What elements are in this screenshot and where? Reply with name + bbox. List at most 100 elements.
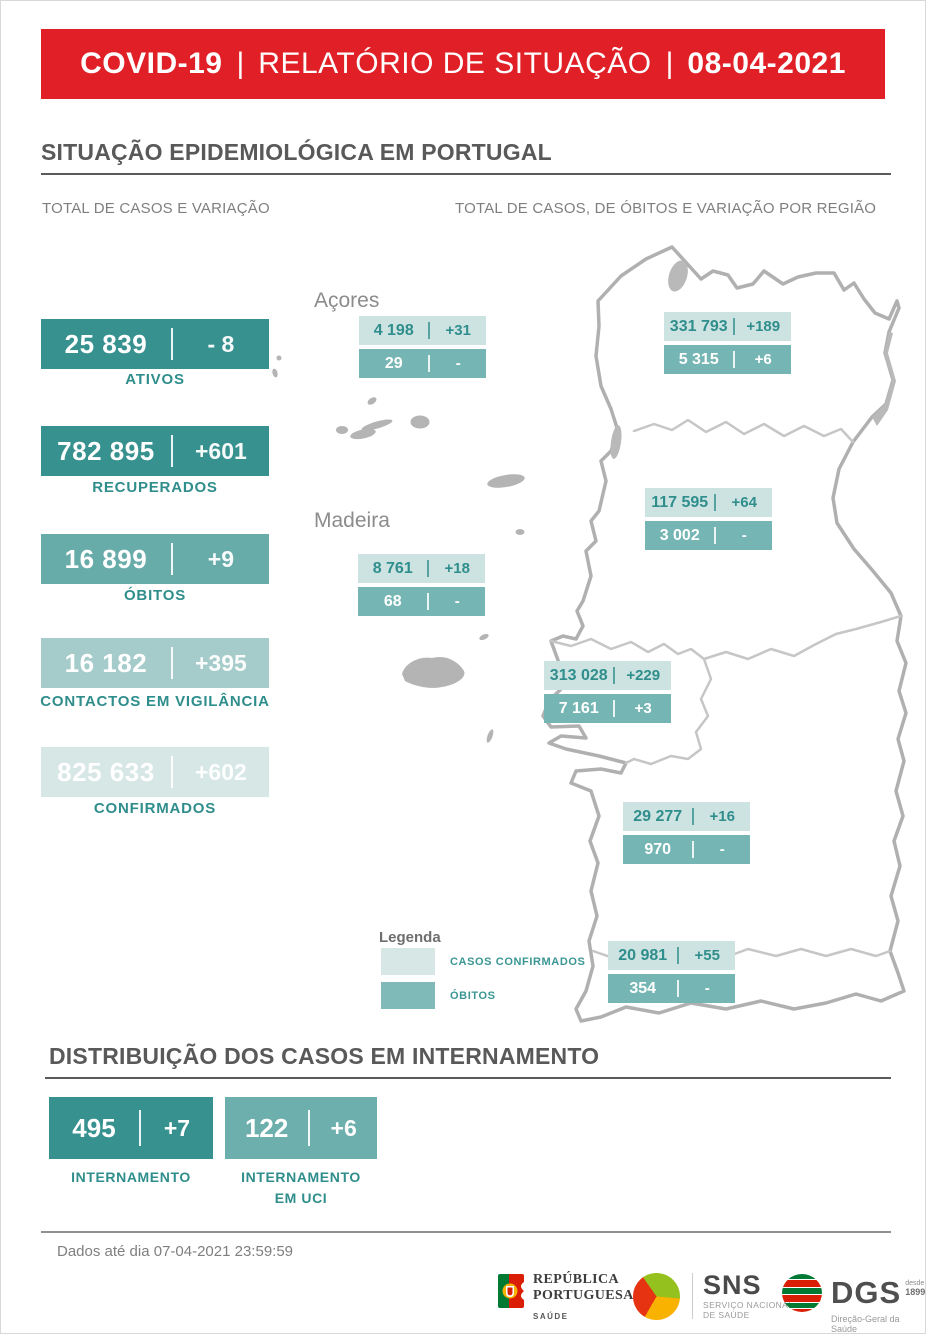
region-cases: 8 761 [372, 559, 413, 577]
sns-wordmark: SNS [703, 1270, 762, 1300]
banner-brand: COVID-19 [80, 47, 223, 80]
stat-delta: +395 [195, 649, 247, 676]
region-cases: 117 595 [651, 493, 709, 511]
divider [170, 328, 173, 360]
divider [428, 355, 431, 372]
stat-delta: +9 [207, 545, 235, 572]
divider [714, 494, 717, 511]
stat-label-obitos: ÓBITOS [123, 587, 187, 604]
region-box-algarve: 20 981 +55 354 - [608, 941, 735, 1007]
stat-delta: - 8 [207, 330, 235, 357]
region-deaths-row: 7 161 +3 [544, 694, 671, 723]
region-cases-delta: +189 [746, 318, 781, 335]
stat-delta: +601 [195, 437, 247, 464]
island-terceira [410, 415, 430, 429]
divider [308, 1110, 311, 1146]
stat-label-confirmados: CONFIRMADOS [93, 800, 217, 817]
region-cases-row: 20 981 +55 [608, 941, 735, 970]
hospital-label-uci: INTERNAMENTO EM UCI [225, 1167, 377, 1209]
region-box-madeira: 8 761 +18 68 - [358, 554, 485, 620]
region-box-acores: 4 198 +31 29 - [359, 316, 486, 382]
region-deaths: 7 161 [558, 699, 599, 717]
region-deaths: 3 002 [659, 526, 700, 544]
divider [170, 543, 173, 575]
region-cases-row: 29 277 +16 [623, 802, 750, 831]
stat-value: 16 182 [64, 647, 148, 678]
island-sao-miguel [487, 474, 525, 488]
coastal-lagoon-shape [610, 425, 622, 459]
divider [692, 808, 695, 825]
stat-value: 782 895 [57, 435, 155, 466]
republica-line1: REPÚBLICA [533, 1272, 620, 1287]
region-deaths-delta: +3 [634, 700, 652, 717]
hospital-label-internamento: INTERNAMENTO [71, 1169, 191, 1185]
region-deaths: 29 [384, 354, 403, 372]
divider [613, 667, 616, 684]
region-cases-delta: +18 [444, 560, 470, 577]
stat-value: 25 839 [64, 328, 148, 359]
region-deaths-row: 29 - [359, 349, 486, 378]
divider [714, 527, 717, 544]
island-desertas [486, 729, 494, 743]
stat-label-recuperados: RECUPERADOS [92, 479, 218, 496]
island-corvo [276, 355, 282, 361]
banner-separator: | [236, 47, 245, 80]
right-column-header: TOTAL DE CASOS, DE ÓBITOS E VARIAÇÃO POR… [455, 200, 877, 217]
region-box-norte: 331 793 +189 5 315 +6 [664, 312, 791, 378]
divider [139, 1110, 141, 1146]
divider [677, 980, 680, 997]
region-cases: 4 198 [373, 321, 414, 339]
republica-sub: SAÚDE [533, 1312, 569, 1321]
legend-swatch-confirmed [381, 948, 435, 975]
divider [427, 593, 430, 610]
region-cases: 20 981 [618, 946, 668, 964]
island-santa-maria [515, 529, 525, 535]
hosp-value: 495 [72, 1112, 116, 1143]
north-terrain-shape [668, 260, 688, 292]
stat-box-recuperados: 782 895 +601 [41, 426, 269, 476]
region-deaths-delta: - [741, 527, 747, 544]
region-cases: 331 793 [669, 317, 728, 335]
region-cases-row: 4 198 +31 [359, 316, 486, 345]
region-deaths-delta: +6 [754, 351, 772, 368]
divider [692, 1273, 693, 1319]
republica-portuguesa-logo: REPÚBLICA PORTUGUESA SAÚDE [498, 1272, 634, 1325]
data-cutoff-note: Dados até dia 07-04-2021 23:59:59 [57, 1243, 294, 1260]
dgs-subtitle: Direção-Geral da Saúde [831, 1314, 900, 1334]
region-cases-delta: +55 [694, 947, 720, 964]
republica-line2: PORTUGUESA [533, 1288, 634, 1303]
divider [692, 841, 695, 858]
island-porto-santo [479, 633, 489, 641]
border-lvt-alentejo [624, 657, 713, 766]
divider [170, 756, 173, 788]
divider [427, 560, 430, 577]
stat-box-contactos: 16 182 +395 [41, 638, 269, 688]
island-sao-jorge [361, 419, 393, 431]
legend-swatch-deaths [381, 982, 435, 1009]
islands-map [272, 355, 525, 743]
dgs-sphere-icon [782, 1274, 822, 1312]
region-deaths: 354 [629, 979, 657, 997]
section-rule [45, 1077, 891, 1079]
region-deaths-delta: - [704, 980, 710, 997]
region-deaths-delta: - [719, 841, 725, 858]
legend-label-deaths: ÓBITOS [450, 990, 496, 1002]
hosp-delta: +6 [330, 1114, 357, 1141]
region-cases: 313 028 [549, 666, 608, 684]
footer-rule [41, 1231, 891, 1233]
region-box-alentejo: 29 277 +16 970 - [623, 802, 750, 868]
region-cases-row: 8 761 +18 [358, 554, 485, 583]
island-pico [350, 428, 376, 440]
portugal-coat-of-arms-icon [498, 1274, 524, 1308]
island-faial [336, 426, 348, 434]
region-cases-row: 313 028 +229 [544, 661, 671, 690]
sns-subtitle: SERVIÇO NACIONAL DE SAÚDE [703, 1300, 793, 1320]
region-deaths: 68 [383, 592, 402, 610]
legend-title: Legenda [379, 929, 441, 946]
dgs-since: desde 1899 [905, 1280, 925, 1298]
region-box-lisboa-vale-tejo: 313 028 +229 7 161 +3 [544, 661, 671, 727]
dgs-wordmark: DGS [831, 1275, 902, 1310]
hosp-value: 122 [244, 1112, 289, 1143]
hospital-box-uci: 122 +6 [225, 1097, 377, 1159]
region-cases-row: 117 595 +64 [645, 488, 772, 517]
